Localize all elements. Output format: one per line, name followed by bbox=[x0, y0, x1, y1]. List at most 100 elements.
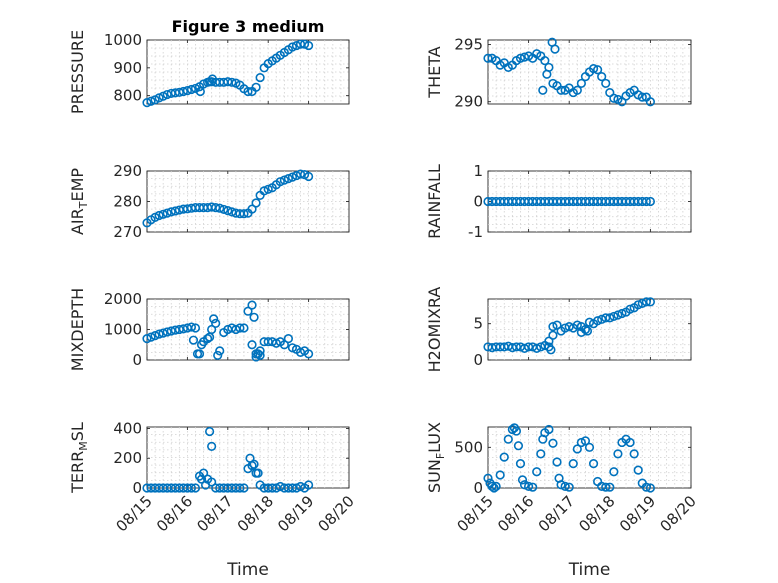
data-point bbox=[207, 441, 217, 451]
data-point bbox=[287, 42, 298, 52]
data-point bbox=[203, 334, 213, 344]
y-tick-label: 270 bbox=[113, 223, 142, 241]
y-tick-label: 2000 bbox=[104, 290, 142, 308]
y-axis-label: THETA bbox=[425, 46, 444, 98]
data-point bbox=[645, 483, 656, 493]
data-point bbox=[491, 481, 501, 491]
data-point bbox=[190, 323, 201, 333]
x-tick-label: 08/18 bbox=[234, 492, 277, 535]
data-point bbox=[162, 327, 172, 337]
data-point bbox=[146, 96, 156, 106]
data-point bbox=[601, 78, 611, 89]
grid bbox=[147, 40, 349, 104]
x-axis-label: Time bbox=[226, 560, 269, 580]
data-point bbox=[196, 340, 207, 350]
panel-air_temp: 270 280 290 AIRTEMP bbox=[68, 162, 350, 241]
data-point bbox=[283, 334, 294, 344]
data-point bbox=[609, 93, 619, 103]
data-point bbox=[645, 297, 656, 307]
x-tick-label: 08/17 bbox=[193, 492, 236, 535]
y-tick-label: 0 bbox=[473, 351, 483, 369]
data-point bbox=[517, 475, 528, 485]
data-point bbox=[489, 483, 499, 493]
data-point bbox=[546, 345, 556, 355]
y-tick-label: 280 bbox=[113, 193, 142, 211]
data-point bbox=[182, 86, 192, 96]
y-tick-label: 5 bbox=[473, 315, 483, 333]
data-point bbox=[560, 481, 570, 491]
data-point bbox=[211, 203, 221, 213]
data-point bbox=[556, 85, 566, 95]
x-tick-label: 08/20 bbox=[315, 492, 358, 535]
data-point bbox=[548, 321, 558, 332]
data-point bbox=[641, 196, 651, 207]
data-point bbox=[304, 40, 314, 51]
data-point bbox=[215, 346, 225, 356]
data-point bbox=[507, 424, 517, 435]
series-theta bbox=[483, 37, 656, 107]
data-point bbox=[629, 449, 639, 459]
data-point bbox=[538, 85, 548, 95]
series-air_temp bbox=[142, 169, 314, 228]
data-point bbox=[279, 340, 289, 350]
data-point bbox=[495, 470, 505, 480]
data-point bbox=[499, 452, 509, 462]
data-point bbox=[253, 468, 263, 478]
data-point bbox=[287, 172, 298, 182]
data-point bbox=[219, 204, 229, 215]
data-point bbox=[235, 483, 245, 493]
series-pressure bbox=[142, 39, 314, 108]
data-point bbox=[186, 483, 197, 493]
data-point bbox=[548, 330, 558, 340]
data-point bbox=[295, 169, 306, 179]
data-point bbox=[633, 300, 643, 310]
y-axis-label: TERRMSL bbox=[68, 422, 90, 494]
data-point bbox=[211, 318, 221, 329]
data-point bbox=[239, 323, 249, 333]
data-point bbox=[601, 482, 611, 492]
data-point bbox=[572, 85, 582, 95]
data-point bbox=[613, 310, 623, 320]
data-point bbox=[605, 313, 615, 323]
data-point bbox=[633, 465, 643, 475]
data-point bbox=[263, 184, 273, 194]
data-point bbox=[576, 437, 586, 448]
data-point bbox=[239, 209, 249, 219]
y-axis-label: MIXDEPTH bbox=[68, 288, 87, 371]
data-point bbox=[249, 312, 259, 322]
data-point bbox=[255, 350, 265, 361]
series-rainfall bbox=[483, 196, 656, 207]
data-point bbox=[593, 65, 603, 75]
y-axis-label: PRESSURE bbox=[68, 30, 87, 114]
data-point bbox=[637, 92, 647, 102]
data-point bbox=[207, 74, 218, 84]
data-point bbox=[249, 459, 259, 469]
data-point bbox=[283, 174, 294, 184]
panel-rainfall: -1 0 1 RAINFALL bbox=[425, 162, 692, 241]
data-point bbox=[513, 441, 524, 451]
data-point bbox=[188, 335, 199, 345]
data-point bbox=[593, 316, 603, 326]
data-point bbox=[186, 322, 197, 332]
y-tick-label: 290 bbox=[113, 162, 142, 180]
data-point bbox=[243, 306, 253, 316]
data-point bbox=[186, 84, 197, 95]
y-tick-label: 0 bbox=[473, 193, 483, 211]
series-mixdepth bbox=[142, 300, 314, 362]
panel-mixdepth: 0 1000 2000 MIXDEPTH bbox=[68, 288, 350, 371]
y-tick-label: 295 bbox=[454, 36, 483, 54]
y-tick-label: -1 bbox=[468, 223, 483, 241]
data-point bbox=[641, 482, 651, 492]
data-point bbox=[195, 86, 205, 97]
data-point bbox=[609, 311, 619, 322]
data-point bbox=[483, 53, 493, 63]
data-point bbox=[247, 300, 257, 310]
data-point bbox=[247, 204, 257, 214]
data-point bbox=[617, 308, 627, 319]
data-point bbox=[641, 297, 651, 307]
data-point bbox=[243, 86, 253, 97]
data-point bbox=[299, 39, 310, 49]
data-point bbox=[528, 482, 538, 492]
x-tick-label: 08/17 bbox=[535, 492, 578, 535]
